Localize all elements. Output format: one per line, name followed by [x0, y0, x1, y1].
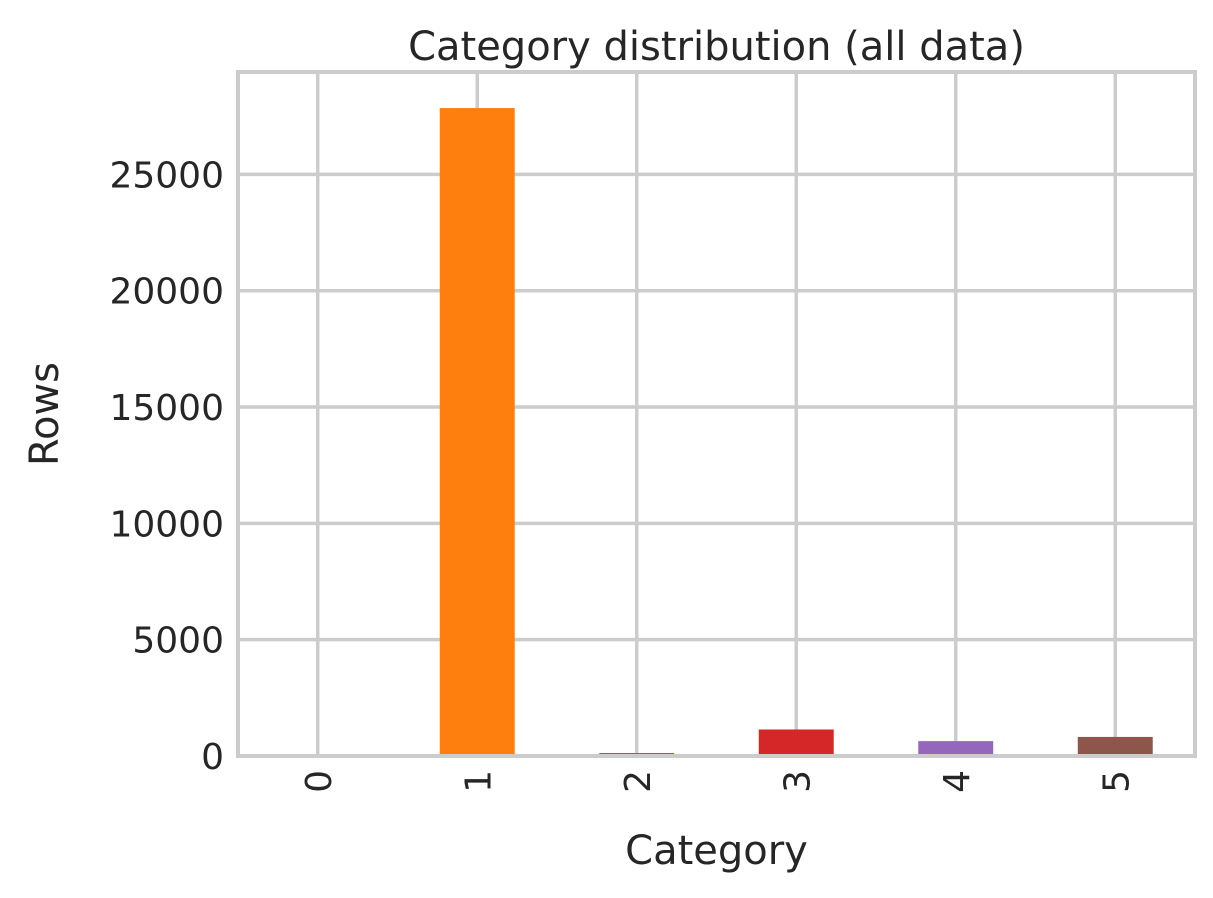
- chart-title: Category distribution (all data): [408, 24, 1025, 70]
- x-tick-label: 5: [1096, 770, 1137, 793]
- y-tick-label: 20000: [109, 272, 224, 313]
- x-tick-label: 0: [299, 770, 340, 793]
- x-tick-label: 2: [618, 770, 659, 793]
- bar-category-3: [759, 729, 834, 756]
- bar-category-1: [440, 108, 515, 756]
- x-tick-label: 4: [937, 770, 978, 793]
- y-tick-label: 5000: [132, 621, 224, 662]
- x-tick-label: 3: [777, 770, 818, 793]
- y-tick-label: 15000: [109, 388, 224, 429]
- bar-category-5: [1078, 737, 1153, 756]
- y-tick-label: 0: [201, 737, 224, 778]
- y-tick-label: 10000: [109, 504, 224, 545]
- y-axis-label: Rows: [22, 362, 68, 466]
- x-tick-label: 1: [458, 770, 499, 793]
- y-tick-label: 25000: [109, 155, 224, 196]
- x-axis-label: Category: [625, 828, 808, 874]
- bar-category-4: [918, 741, 993, 756]
